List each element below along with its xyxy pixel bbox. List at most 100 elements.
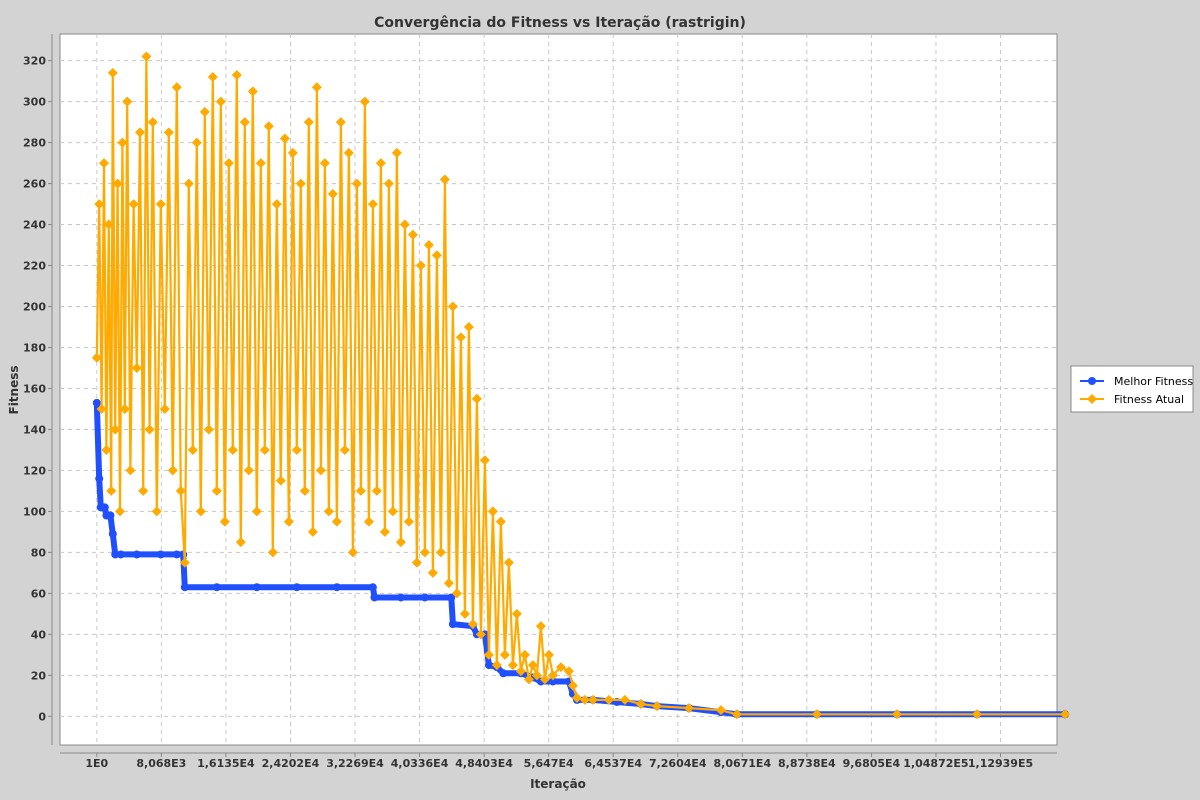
data-point: [351, 178, 362, 189]
data-point: [443, 578, 454, 589]
legend-label: Melhor Fitness: [1114, 375, 1193, 388]
y-tick-label: 220: [23, 260, 46, 273]
x-tick-label: 6,4537E4: [584, 757, 642, 770]
data-point: [247, 86, 258, 97]
data-point: [587, 694, 598, 705]
data-point: [327, 188, 338, 199]
series-fitness-atual: [91, 51, 1071, 720]
data-point: [116, 550, 125, 559]
data-point: [403, 516, 414, 527]
legend-box: [1070, 365, 1194, 413]
data-point: [715, 705, 726, 716]
data-point: [651, 701, 662, 712]
data-point: [119, 403, 130, 414]
data-point: [92, 398, 101, 407]
y-tick-label: 100: [23, 505, 46, 518]
data-point: [331, 516, 342, 527]
y-tick-label: 280: [23, 137, 46, 150]
data-point: [359, 96, 370, 107]
data-point: [1060, 709, 1071, 720]
data-point: [343, 147, 354, 158]
data-point: [811, 709, 822, 720]
y-tick-label: 160: [23, 382, 46, 395]
data-point: [111, 550, 120, 559]
data-point: [332, 583, 341, 592]
x-tick-label: 1,04872E5: [903, 757, 968, 770]
x-tick-label: 2,4202E4: [262, 757, 320, 770]
y-tick-label: 180: [23, 341, 46, 354]
data-point: [144, 424, 155, 435]
data-point: [455, 332, 466, 343]
x-tick-label: 8,068E3: [136, 757, 186, 770]
data-point: [375, 158, 386, 169]
y-tick-label: 300: [23, 96, 46, 109]
data-point: [467, 619, 478, 630]
legend-item: Melhor Fitness: [1080, 375, 1193, 388]
y-tick-label: 140: [23, 423, 46, 436]
data-point: [439, 174, 450, 185]
data-point: [219, 516, 230, 527]
data-point: [125, 465, 136, 476]
data-point: [431, 250, 442, 261]
data-point: [395, 537, 406, 548]
data-point: [112, 178, 123, 189]
data-point: [371, 485, 382, 496]
data-point: [287, 147, 298, 158]
data-point: [187, 444, 198, 455]
series-layer: [91, 51, 1071, 720]
data-point: [396, 593, 405, 602]
data-point: [635, 699, 646, 710]
data-point: [122, 96, 133, 107]
y-tick-label: 20: [31, 669, 47, 682]
x-tick-label: 8,8738E4: [778, 757, 836, 770]
data-point: [319, 158, 330, 169]
data-point: [399, 219, 410, 230]
data-point: [420, 593, 429, 602]
x-tick-label: 7,2604E4: [649, 757, 707, 770]
data-point: [295, 178, 306, 189]
data-point: [391, 147, 402, 158]
data-point: [131, 362, 142, 373]
data-point: [151, 506, 162, 517]
data-point: [383, 178, 394, 189]
data-point: [103, 219, 114, 230]
data-point: [511, 608, 522, 619]
data-point: [191, 137, 202, 148]
data-point: [132, 550, 141, 559]
data-point: [199, 106, 210, 117]
legend-swatch-marker: [1087, 394, 1097, 404]
data-point: [239, 117, 250, 128]
data-point: [423, 240, 434, 251]
data-point: [101, 444, 112, 455]
x-tick-label: 1,6135E4: [197, 757, 255, 770]
data-point: [427, 567, 438, 578]
y-tick-label: 120: [23, 464, 46, 477]
data-point: [212, 583, 221, 592]
data-point: [459, 608, 470, 619]
data-point: [211, 485, 222, 496]
data-point: [227, 444, 238, 455]
data-point: [731, 709, 742, 720]
data-point: [447, 301, 458, 312]
data-point: [415, 260, 426, 271]
y-tick-label: 240: [23, 219, 46, 232]
data-point: [535, 621, 546, 632]
data-point: [419, 547, 430, 558]
data-point: [379, 526, 390, 537]
data-point: [387, 506, 398, 517]
data-point: [175, 485, 186, 496]
y-tick-label: 260: [23, 178, 46, 191]
data-point: [311, 82, 322, 93]
data-point: [259, 444, 270, 455]
data-point: [195, 506, 206, 517]
data-point: [411, 557, 422, 568]
data-point: [451, 588, 462, 599]
y-tick-label: 0: [38, 710, 46, 723]
x-tick-label: 3,2269E4: [326, 757, 384, 770]
data-point: [603, 694, 614, 705]
data-point: [299, 485, 310, 496]
y-axis: 0 20 40 60 80 100 120 140 160 180 200 220 240 260 280 3…: [23, 34, 53, 745]
data-point: [117, 137, 128, 148]
data-point: [479, 455, 490, 466]
data-point: [323, 506, 334, 517]
